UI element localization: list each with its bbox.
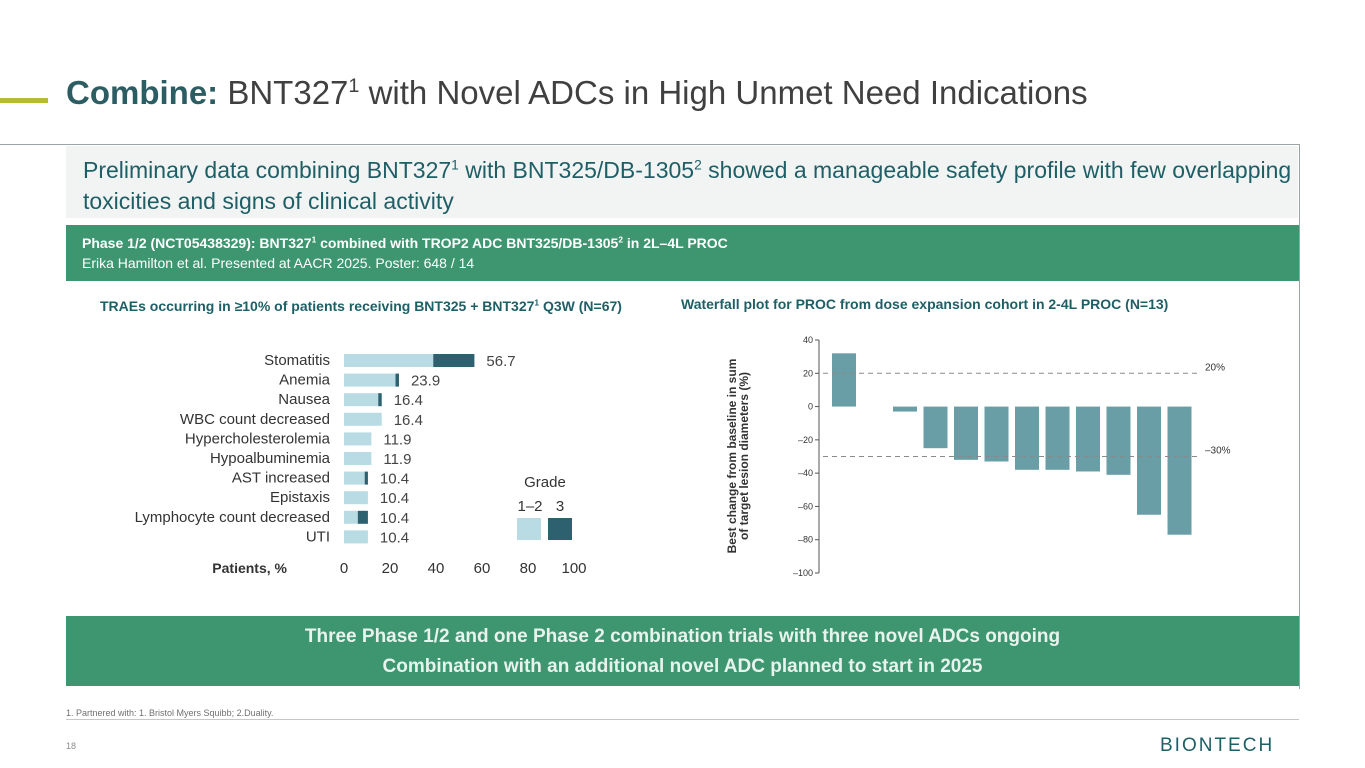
study-title: Phase 1/2 (NCT05438329): BNT3271 combine…: [82, 234, 728, 251]
biontech-logo: BIONTECH: [1160, 735, 1274, 755]
waterfall-bar: [832, 353, 856, 407]
x-tick-label: 0: [340, 560, 348, 577]
y-tick-label: 20: [803, 368, 813, 378]
legend-title: Grade: [524, 474, 566, 491]
waterfall-bar: [1137, 406, 1161, 515]
bar-grade-1-2: [344, 412, 382, 426]
waterfall-bar: [893, 406, 917, 412]
study-citation: Erika Hamilton et al. Presented at AACR …: [82, 255, 475, 271]
x-tick-label: 60: [474, 560, 491, 577]
bar-grade-1-2: [344, 393, 379, 407]
category-label: Lymphocyte count decreased: [135, 509, 330, 526]
headline-box: [66, 146, 1298, 218]
bar-value-label: 10.4: [380, 490, 409, 507]
bar-grade-3: [433, 354, 475, 367]
title-accent-bar: [0, 98, 48, 103]
content-frame: [0, 144, 1300, 689]
y-tick-label: 0: [808, 402, 813, 412]
category-label: UTI: [306, 528, 330, 545]
waterfall-bar: [1045, 406, 1070, 470]
x-axis-label: Patients, %: [212, 560, 287, 576]
svg-text:BIONTECH: BIONTECH: [1160, 735, 1274, 755]
reference-line-label: –30%: [1205, 446, 1231, 457]
bar-value-label: 56.7: [486, 353, 515, 370]
slide-title: Combine: BNT3271 with Novel ADCs in High…: [66, 74, 1088, 111]
conclusion-band: Three Phase 1/2 and one Phase 2 combinat…: [66, 616, 1299, 686]
waterfall-bar: [1015, 406, 1039, 470]
y-tick-label: –40: [798, 468, 813, 478]
x-tick-label: 20: [382, 560, 399, 577]
bar-value-label: 16.4: [394, 392, 423, 409]
bar-value-label: 16.4: [394, 412, 423, 429]
bar-grade-3: [378, 393, 382, 407]
legend-label-grade-1-2: 1–2: [517, 498, 542, 515]
trae-chart-title: TRAEs occurring in ≥10% of patients rece…: [100, 297, 622, 314]
category-label: Stomatitis: [264, 352, 330, 369]
y-tick-label: –80: [798, 535, 813, 545]
bar-grade-3: [364, 471, 368, 485]
y-tick-label: –20: [798, 435, 813, 445]
footnote: 1. Partnered with: 1. Bristol Myers Squi…: [66, 708, 274, 718]
bar-grade-3: [395, 373, 399, 387]
legend-label-grade-3: 3: [556, 498, 564, 515]
headline-text: Preliminary data combining BNT3271 with …: [83, 157, 1292, 214]
y-tick-label: 40: [803, 335, 813, 345]
bar-value-label: 11.9: [383, 431, 411, 448]
waterfall-bar: [1106, 406, 1131, 475]
bar-grade-1-2: [344, 432, 372, 446]
bar-grade-1-2: [344, 354, 434, 367]
bar-grade-1-2: [344, 452, 372, 465]
bar-grade-1-2: [344, 530, 368, 544]
y-axis-label-line-2: of target lesion diameters (%): [737, 372, 751, 540]
y-tick-label: –60: [798, 501, 813, 511]
category-label: Anemia: [279, 372, 331, 389]
bar-grade-3: [357, 510, 368, 524]
x-tick-label: 100: [561, 560, 586, 577]
study-band: Phase 1/2 (NCT05438329): BNT3271 combine…: [66, 225, 1299, 281]
legend-swatch-grade-1-2: [517, 518, 541, 540]
category-label: WBC count decreased: [180, 411, 330, 428]
conclusion-line-2: Combination with an additional novel ADC…: [382, 656, 983, 677]
page-number: 18: [66, 741, 77, 751]
category-label: AST increased: [232, 470, 330, 487]
bar-grade-1-2: [344, 373, 396, 387]
x-tick-label: 80: [520, 560, 537, 577]
waterfall-chart-title: Waterfall plot for PROC from dose expans…: [681, 296, 1169, 312]
waterfall-bar: [1167, 406, 1192, 535]
bar-value-label: 10.4: [380, 471, 409, 488]
footer-divider: [66, 719, 1299, 720]
waterfall-bar: [923, 406, 948, 449]
reference-line-label: 20%: [1205, 362, 1225, 373]
bar-grade-1-2: [344, 471, 365, 485]
category-label: Nausea: [278, 391, 330, 408]
waterfall-bar: [954, 406, 978, 460]
y-tick-label: –100: [793, 568, 813, 578]
bar-value-label: 11.9: [383, 451, 411, 468]
conclusion-line-1: Three Phase 1/2 and one Phase 2 combinat…: [304, 626, 1061, 647]
category-label: Hypercholesterolemia: [185, 430, 331, 447]
bar-value-label: 10.4: [380, 510, 409, 527]
bar-value-label: 10.4: [380, 529, 409, 546]
category-label: Hypoalbuminemia: [210, 450, 331, 467]
y-axis-label-line-1: Best change from baseline in sum: [725, 359, 739, 554]
bar-value-label: 23.9: [411, 373, 440, 390]
bar-grade-1-2: [344, 491, 368, 505]
legend-swatch-grade-3: [548, 518, 572, 540]
waterfall-bar: [984, 406, 1009, 462]
bar-grade-1-2: [344, 510, 358, 524]
waterfall-bar: [1076, 406, 1100, 472]
category-label: Epistaxis: [270, 489, 330, 506]
x-tick-label: 40: [428, 560, 445, 577]
